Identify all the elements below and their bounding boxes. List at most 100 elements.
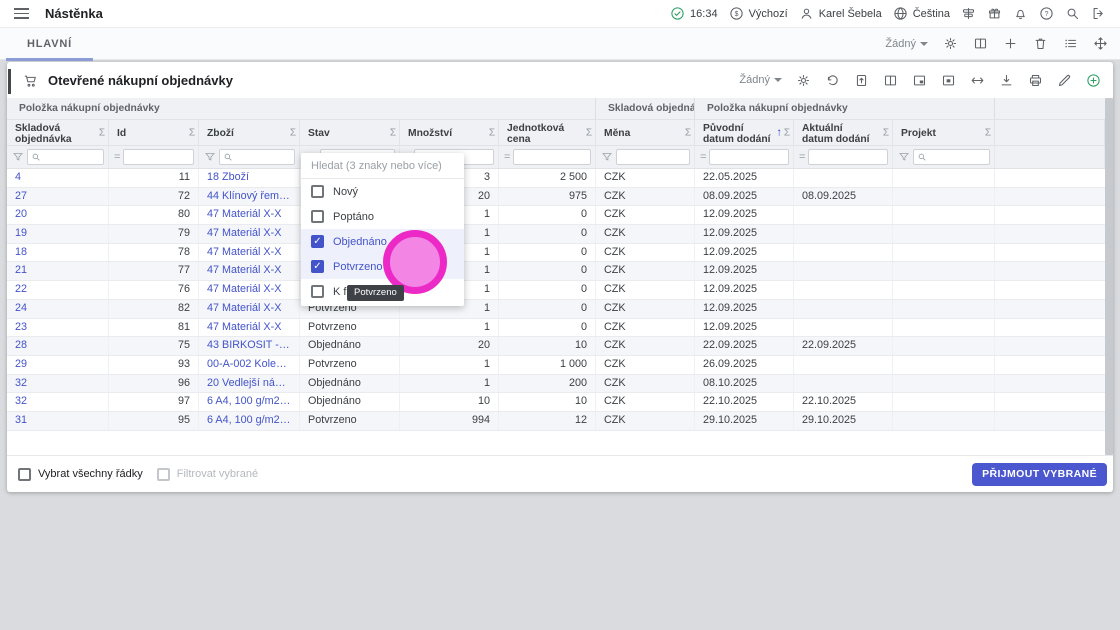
accept-selected-button[interactable]: PŘIJMOUT VYBRANÉ bbox=[972, 462, 1107, 486]
filter-input[interactable] bbox=[513, 149, 591, 165]
user-menu[interactable]: Karel Šebela bbox=[799, 6, 882, 21]
list-icon[interactable] bbox=[1063, 36, 1078, 51]
select-all-rows-checkbox[interactable] bbox=[18, 467, 31, 481]
checkbox[interactable] bbox=[311, 235, 324, 248]
table-row[interactable]: 22 76 47 Materiál X-X 1 0 CZK 12.09.2025 bbox=[7, 281, 1105, 300]
cell-zbozi[interactable]: 44 Klínový řemen 17x1... bbox=[199, 187, 300, 206]
gift-icon[interactable] bbox=[987, 6, 1002, 21]
sigma-icon[interactable]: Σ bbox=[783, 127, 790, 138]
trash-icon[interactable] bbox=[1033, 36, 1048, 51]
panel-layout-select[interactable]: Žádný bbox=[739, 74, 782, 86]
split-columns-icon[interactable] bbox=[883, 73, 898, 88]
split-columns-icon[interactable] bbox=[973, 36, 988, 51]
table-row[interactable]: 32 96 20 Vedlejší náklady poř... Objedná… bbox=[7, 374, 1105, 394]
add-circle-icon[interactable] bbox=[1086, 73, 1101, 88]
checkbox[interactable] bbox=[311, 210, 324, 223]
sigma-icon[interactable]: Σ bbox=[389, 127, 396, 138]
cell-zbozi[interactable]: 47 Materiál X-X bbox=[199, 225, 300, 243]
column-header-aktualni-datum-dodani[interactable]: Aktuální datum dodání Σ bbox=[794, 120, 893, 145]
move-icon[interactable] bbox=[1093, 36, 1108, 51]
cell-skladova-objednavka[interactable]: 24 bbox=[7, 299, 109, 318]
focus-frame-icon[interactable] bbox=[941, 73, 956, 88]
column-header-mena[interactable]: Měna Σ bbox=[596, 120, 695, 145]
table-row[interactable]: 31 95 6 A4, 100 g/m2, 500 lis... Potvrze… bbox=[7, 411, 1105, 431]
cell-skladova-objednavka[interactable]: 20 bbox=[7, 206, 109, 225]
status-filter-option[interactable]: Poptáno bbox=[301, 204, 464, 229]
filter-search-input[interactable] bbox=[27, 149, 104, 165]
cell-zbozi[interactable]: 47 Materiál X-X bbox=[199, 243, 300, 262]
filter-funnel-icon[interactable] bbox=[898, 151, 910, 163]
cell-zbozi[interactable]: 47 Materiál X-X bbox=[199, 281, 300, 299]
table-row[interactable]: 20 80 47 Materiál X-X 1 0 CZK 12.09.2025 bbox=[7, 206, 1105, 226]
cell-zbozi[interactable]: 00-A-002 Kolečko bbox=[199, 355, 300, 374]
picture-in-picture-icon[interactable] bbox=[912, 73, 927, 88]
table-row[interactable]: 29 93 00-A-002 Kolečko Potvrzeno 1 1 000… bbox=[7, 355, 1105, 375]
notifications-bell-icon[interactable] bbox=[1013, 6, 1028, 21]
cell-skladova-objednavka[interactable]: 27 bbox=[7, 187, 109, 206]
help-icon[interactable]: ? bbox=[1039, 6, 1054, 21]
cell-skladova-objednavka[interactable]: 21 bbox=[7, 262, 109, 281]
edit-pencil-icon[interactable] bbox=[1057, 73, 1072, 88]
cell-zbozi[interactable]: 6 A4, 100 g/m2, 500 lis... bbox=[199, 393, 300, 411]
menu-icon[interactable] bbox=[14, 8, 29, 19]
filter-search-input[interactable] bbox=[913, 149, 990, 165]
checkbox[interactable] bbox=[311, 285, 324, 298]
table-row[interactable]: 24 82 47 Materiál X-X Potvrzeno 1 0 CZK … bbox=[7, 299, 1105, 319]
filter-funnel-icon[interactable] bbox=[12, 151, 24, 163]
column-header-id[interactable]: Id Σ bbox=[109, 120, 199, 145]
sigma-icon[interactable]: Σ bbox=[882, 127, 889, 138]
cell-zbozi[interactable]: 47 Materiál X-X bbox=[199, 299, 300, 318]
cell-zbozi[interactable]: 47 Materiál X-X bbox=[199, 206, 300, 225]
table-row[interactable]: 32 97 6 A4, 100 g/m2, 500 lis... Objedná… bbox=[7, 393, 1105, 412]
cell-zbozi[interactable]: 43 BIRKOSIT - těsnící t... bbox=[199, 337, 300, 355]
vertical-scrollbar[interactable] bbox=[1105, 98, 1113, 455]
cell-skladova-objednavka[interactable]: 23 bbox=[7, 318, 109, 337]
cell-skladova-objednavka[interactable]: 31 bbox=[7, 411, 109, 430]
table-row[interactable]: 27 72 44 Klínový řemen 17x1... 20 975 CZ… bbox=[7, 187, 1105, 207]
search-icon[interactable] bbox=[1065, 6, 1080, 21]
cell-skladova-objednavka[interactable]: 19 bbox=[7, 225, 109, 243]
column-header-zbozi[interactable]: Zboží Σ bbox=[199, 120, 300, 145]
table-row[interactable]: 23 81 47 Materiál X-X Potvrzeno 1 0 CZK … bbox=[7, 318, 1105, 338]
table-row[interactable]: 19 79 47 Materiál X-X 1 0 CZK 12.09.2025 bbox=[7, 225, 1105, 244]
filter-funnel-icon[interactable] bbox=[204, 151, 216, 163]
table-row[interactable]: 18 78 47 Materiál X-X 1 0 CZK 12.09.2025 bbox=[7, 243, 1105, 263]
table-row[interactable]: 21 77 47 Materiál X-X 1 0 CZK 12.09.2025 bbox=[7, 262, 1105, 282]
filter-search-input[interactable] bbox=[219, 149, 295, 165]
swap-horizontal-icon[interactable] bbox=[970, 73, 985, 88]
dropdown-search-input[interactable] bbox=[311, 159, 454, 172]
table-row[interactable]: 4 11 18 Zboží 3 2 500 CZK 22.05.2025 bbox=[7, 169, 1105, 188]
filter-input[interactable] bbox=[808, 149, 888, 165]
filter-input[interactable] bbox=[709, 149, 789, 165]
sort-ascending-icon[interactable]: ↑ bbox=[776, 126, 782, 138]
cell-zbozi[interactable]: 20 Vedlejší náklady poř... bbox=[199, 374, 300, 393]
sigma-icon[interactable]: Σ bbox=[585, 127, 592, 138]
tab-main[interactable]: HLAVNÍ bbox=[6, 28, 93, 61]
cell-skladova-objednavka[interactable]: 29 bbox=[7, 355, 109, 374]
cell-skladova-objednavka[interactable]: 4 bbox=[7, 169, 109, 187]
status-filter-option[interactable]: Nový bbox=[301, 179, 464, 204]
equals-filter-icon[interactable]: = bbox=[700, 151, 707, 163]
sigma-icon[interactable]: Σ bbox=[188, 127, 195, 138]
signpost-icon[interactable] bbox=[961, 6, 976, 21]
filter-funnel-icon[interactable] bbox=[601, 151, 613, 163]
environment-select[interactable]: $ Výchozí bbox=[729, 6, 788, 21]
equals-filter-icon[interactable]: = bbox=[799, 151, 806, 163]
checkbox[interactable] bbox=[311, 260, 324, 273]
filter-input[interactable] bbox=[616, 149, 690, 165]
column-header-skladova-objednavka[interactable]: Skladová objednávka Σ bbox=[7, 120, 109, 145]
cell-skladova-objednavka[interactable]: 18 bbox=[7, 243, 109, 262]
download-icon[interactable] bbox=[999, 73, 1014, 88]
cell-skladova-objednavka[interactable]: 22 bbox=[7, 281, 109, 299]
column-header-mnozstvi[interactable]: Množství Σ bbox=[400, 120, 499, 145]
equals-filter-icon[interactable]: = bbox=[114, 151, 121, 163]
settings-gear-icon[interactable] bbox=[943, 36, 958, 51]
add-icon[interactable] bbox=[1003, 36, 1018, 51]
equals-filter-icon[interactable]: = bbox=[504, 151, 511, 163]
sigma-icon[interactable]: Σ bbox=[488, 127, 495, 138]
sigma-icon[interactable]: Σ bbox=[98, 127, 105, 138]
logout-icon[interactable] bbox=[1091, 6, 1106, 21]
table-row[interactable]: 28 75 43 BIRKOSIT - těsnící t... Objedná… bbox=[7, 337, 1105, 356]
column-header-puvodni-datum-dodani[interactable]: Původní datum dodání ↑ Σ bbox=[695, 120, 794, 145]
cell-zbozi[interactable]: 6 A4, 100 g/m2, 500 lis... bbox=[199, 411, 300, 430]
